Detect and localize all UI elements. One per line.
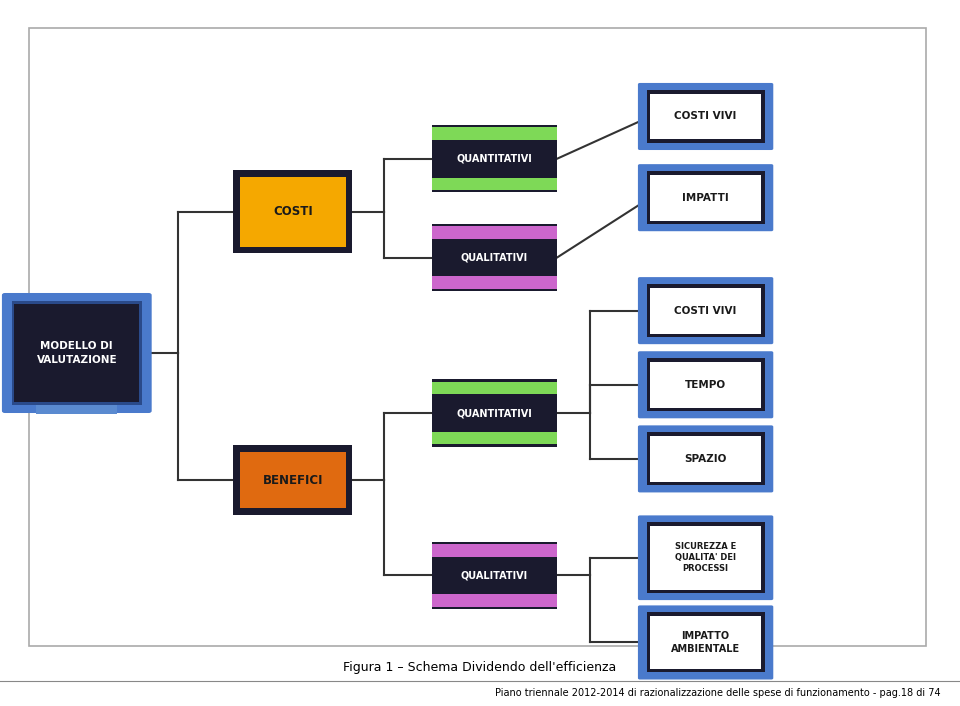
Text: QUANTITATIVI: QUANTITATIVI <box>457 408 532 418</box>
FancyBboxPatch shape <box>29 28 926 646</box>
FancyBboxPatch shape <box>12 301 142 405</box>
FancyBboxPatch shape <box>647 359 764 411</box>
Text: COSTI VIVI: COSTI VIVI <box>675 306 736 316</box>
FancyBboxPatch shape <box>432 225 557 291</box>
Text: QUALITATIVI: QUALITATIVI <box>461 253 528 263</box>
FancyBboxPatch shape <box>647 522 764 593</box>
FancyBboxPatch shape <box>637 515 774 600</box>
FancyBboxPatch shape <box>432 594 557 606</box>
Text: Figura 1 – Schema Dividendo dell'efficienza: Figura 1 – Schema Dividendo dell'efficie… <box>344 661 616 674</box>
FancyBboxPatch shape <box>647 432 764 486</box>
FancyBboxPatch shape <box>647 284 764 337</box>
FancyBboxPatch shape <box>14 304 139 402</box>
FancyBboxPatch shape <box>651 526 760 590</box>
FancyBboxPatch shape <box>432 542 557 609</box>
FancyBboxPatch shape <box>240 176 346 247</box>
FancyBboxPatch shape <box>637 606 774 679</box>
Text: COSTI VIVI: COSTI VIVI <box>675 112 736 121</box>
Text: IMPATTO
AMBIENTALE: IMPATTO AMBIENTALE <box>671 631 740 654</box>
FancyBboxPatch shape <box>233 445 352 515</box>
Text: BENEFICI: BENEFICI <box>262 474 324 486</box>
FancyBboxPatch shape <box>432 277 557 289</box>
FancyBboxPatch shape <box>233 170 352 253</box>
FancyBboxPatch shape <box>432 226 557 239</box>
Text: SICUREZZA E
QUALITA' DEI
PROCESSI: SICUREZZA E QUALITA' DEI PROCESSI <box>675 542 736 573</box>
Text: MODELLO DI
VALUTAZIONE: MODELLO DI VALUTAZIONE <box>36 342 117 364</box>
FancyBboxPatch shape <box>637 425 774 493</box>
FancyBboxPatch shape <box>647 612 764 672</box>
Text: QUALITATIVI: QUALITATIVI <box>461 570 528 580</box>
FancyBboxPatch shape <box>432 125 557 192</box>
Text: COSTI: COSTI <box>273 205 313 218</box>
FancyBboxPatch shape <box>647 90 764 143</box>
FancyBboxPatch shape <box>651 616 760 669</box>
Text: SPAZIO: SPAZIO <box>684 454 727 464</box>
FancyBboxPatch shape <box>651 94 760 140</box>
FancyBboxPatch shape <box>36 405 117 414</box>
FancyBboxPatch shape <box>240 452 346 508</box>
Text: TEMPO: TEMPO <box>685 380 726 390</box>
Text: IMPATTI: IMPATTI <box>683 193 729 203</box>
FancyBboxPatch shape <box>432 381 557 394</box>
FancyBboxPatch shape <box>432 127 557 140</box>
FancyBboxPatch shape <box>651 436 760 481</box>
FancyBboxPatch shape <box>647 172 764 225</box>
FancyBboxPatch shape <box>432 544 557 556</box>
FancyBboxPatch shape <box>651 361 760 408</box>
FancyBboxPatch shape <box>2 293 152 413</box>
FancyBboxPatch shape <box>637 277 774 344</box>
FancyBboxPatch shape <box>637 351 774 418</box>
FancyBboxPatch shape <box>637 83 774 150</box>
Text: Piano triennale 2012-2014 di razionalizzazione delle spese di funzionamento - pa: Piano triennale 2012-2014 di razionalizz… <box>495 688 941 698</box>
FancyBboxPatch shape <box>651 174 760 220</box>
FancyBboxPatch shape <box>432 178 557 190</box>
FancyBboxPatch shape <box>651 288 760 333</box>
FancyBboxPatch shape <box>637 164 774 232</box>
FancyBboxPatch shape <box>432 432 557 445</box>
FancyBboxPatch shape <box>432 379 557 447</box>
Text: QUANTITATIVI: QUANTITATIVI <box>457 154 532 164</box>
